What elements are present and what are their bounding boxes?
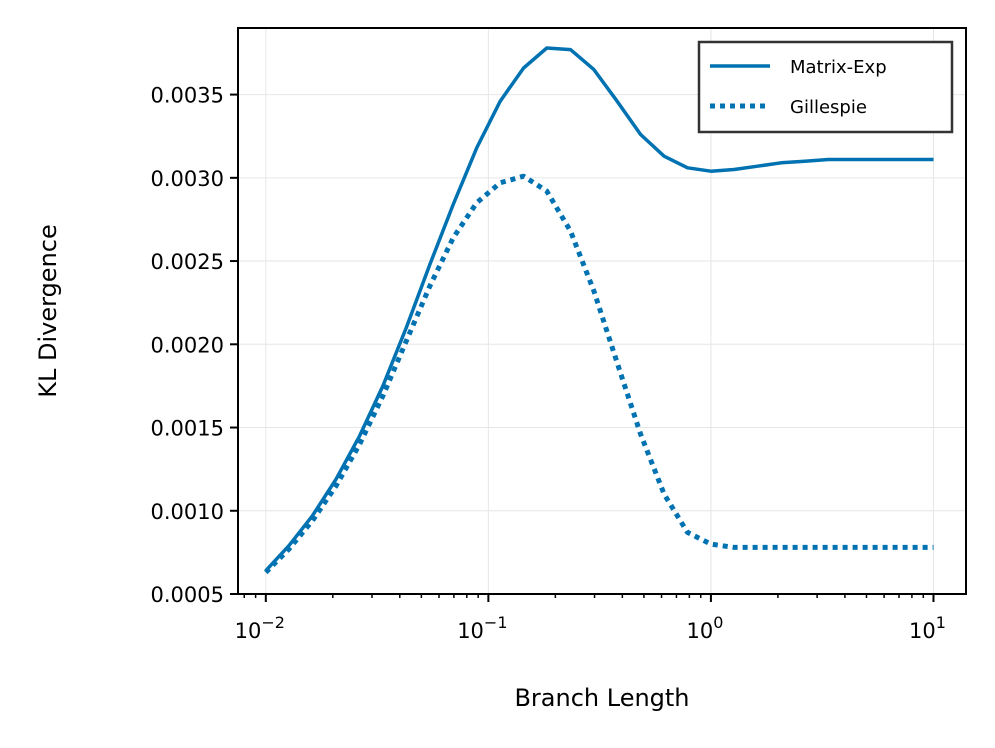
legend-box: [697, 40, 954, 134]
x-axis-label: Branch Length: [514, 684, 689, 712]
plot-frame: [237, 27, 967, 595]
y-tick-label: 0.0015: [151, 417, 224, 441]
y-tick-label: 0.0020: [151, 333, 224, 357]
x-tick-label: 101: [909, 613, 946, 643]
series-lines: [264, 46, 934, 575]
y-tick-label: 0.0010: [151, 500, 224, 524]
legend-label-matrix-exp: Matrix-Exp: [790, 57, 887, 78]
x-tick-label: 10−2: [235, 613, 285, 643]
y-tick-label: 0.0005: [151, 583, 224, 607]
axis-tick-labels: 0.0005 0.0010 0.0015 0.0020 0.0025 0.0030 0.00…: [151, 84, 946, 643]
legend: Matrix-Exp Gillespie: [697, 40, 954, 134]
series-line-matrix-exp: [264, 46, 934, 572]
y-tick-label: 0.0025: [151, 250, 224, 274]
y-axis-label: KL Divergence: [34, 224, 62, 397]
legend-label-gillespie: Gillespie: [790, 97, 867, 118]
x-tick-label: 100: [686, 613, 723, 643]
y-tick-label: 0.0030: [151, 167, 224, 191]
series-line-gillespie: [264, 173, 934, 575]
x-tick-label: 10−1: [457, 613, 507, 643]
y-tick-label: 0.0035: [151, 84, 224, 108]
axis-ticks: [230, 93, 935, 602]
